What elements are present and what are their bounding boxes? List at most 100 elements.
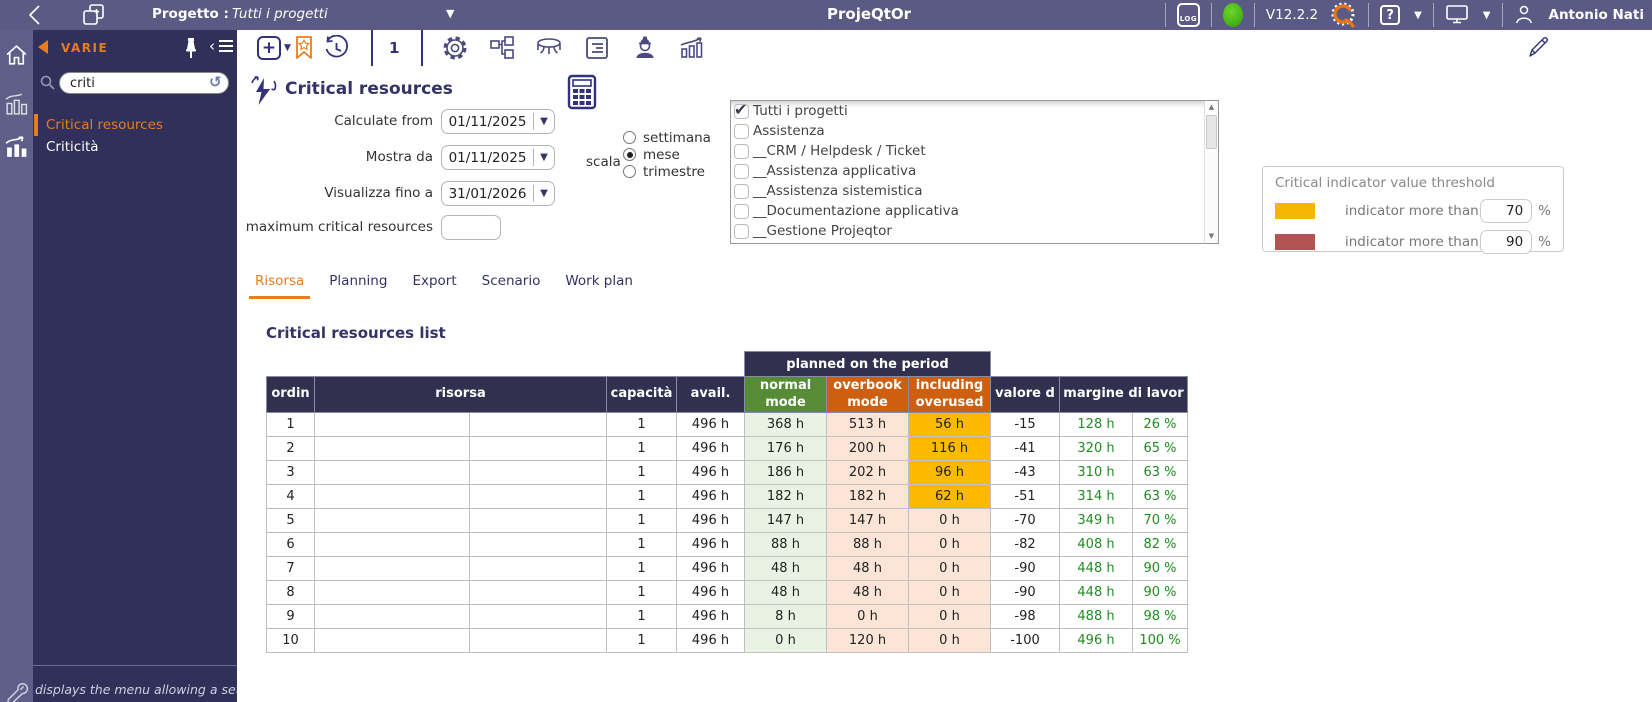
table-row[interactable]: 1 1 496 h 368 h 513 h 56 h -15 128 h 26 % — [266, 412, 1188, 437]
add-button[interactable]: + ▼ — [257, 30, 291, 66]
scrollbar-thumb[interactable] — [1206, 115, 1217, 149]
resource-worker-icon[interactable] — [632, 30, 658, 66]
hierarchy-icon[interactable] — [489, 30, 515, 66]
left-icon-rail — [0, 30, 33, 702]
date-field[interactable]: 01/11/2025 ▼ — [441, 145, 555, 170]
calculator-icon[interactable] — [567, 74, 597, 110]
project-selector-caret-icon[interactable]: ▼ — [446, 7, 455, 20]
display-icon[interactable] — [1445, 4, 1469, 26]
collapse-menu-icon[interactable]: ‹ — [209, 37, 235, 55]
date-dropdown-caret-icon[interactable]: ▼ — [533, 113, 554, 130]
project-item[interactable]: __Documentazione applicativa — [731, 201, 1218, 221]
user-icon[interactable] — [1514, 4, 1534, 26]
cell-risorsa-extra — [469, 412, 607, 437]
max-critical-resources-input[interactable] — [441, 215, 501, 240]
checkbox-icon[interactable] — [734, 203, 749, 219]
display-caret-icon[interactable]: ▼ — [1482, 9, 1491, 21]
checkbox-icon[interactable] — [734, 223, 749, 239]
sidebar-item-critical-resources[interactable]: Critical resources — [33, 114, 237, 136]
col-risorsa[interactable]: risorsa — [314, 376, 607, 413]
col-ordin[interactable]: ordin — [266, 376, 315, 413]
project-item[interactable]: ✔ Tutti i progetti — [731, 101, 1218, 121]
history-icon[interactable] — [323, 30, 350, 66]
tab-planning[interactable]: Planning — [329, 273, 388, 289]
scala-option-trimestre[interactable]: trimestre — [623, 163, 711, 180]
chart-filled-icon[interactable] — [4, 135, 29, 160]
log-button[interactable]: LOG — [1176, 3, 1200, 27]
chart-outline-icon[interactable] — [4, 92, 29, 117]
table-row[interactable]: 3 1 496 h 186 h 202 h 96 h -43 310 h 63 % — [266, 460, 1188, 485]
cell-ordin: 1 — [266, 412, 315, 437]
threshold-value-input[interactable] — [1480, 230, 1533, 254]
reset-search-icon[interactable]: ↺ — [209, 73, 222, 91]
tab-export[interactable]: Export — [412, 273, 457, 289]
checkbox-icon[interactable] — [734, 183, 749, 199]
col-normal-mode[interactable]: normal mode — [744, 376, 827, 413]
tab-risorsa[interactable]: Risorsa — [249, 269, 311, 299]
col-capacita[interactable]: capacità — [606, 376, 677, 413]
col-overbook-mode[interactable]: overbook mode — [826, 376, 909, 413]
threshold-value-input[interactable] — [1480, 199, 1533, 223]
col-margine[interactable]: margine di lavor — [1059, 376, 1188, 413]
add-caret-icon[interactable]: ▼ — [284, 43, 291, 53]
user-name[interactable]: Antonio Nati — [1548, 7, 1645, 23]
table-row[interactable]: 4 1 496 h 182 h 182 h 62 h -51 314 h 63 % — [266, 484, 1188, 509]
project-selector-value[interactable]: Tutti i progetti — [232, 6, 328, 22]
help-button[interactable]: ? — [1380, 5, 1401, 25]
date-dropdown-caret-icon[interactable]: ▼ — [533, 185, 554, 202]
col-including-overused[interactable]: including overused — [908, 376, 991, 413]
col-avail[interactable]: avail. — [676, 376, 745, 413]
statistics-chart-icon[interactable] — [678, 30, 706, 66]
project-item[interactable]: __Gestione Projeqtor — [731, 221, 1218, 241]
radio-icon[interactable] — [623, 148, 636, 161]
project-item[interactable]: __CRM / Helpdesk / Ticket — [731, 141, 1218, 161]
scroll-down-icon[interactable]: ▼ — [1208, 232, 1215, 240]
cell-normal-mode: 176 h — [744, 436, 827, 461]
edit-pencil-icon[interactable] — [1526, 34, 1552, 60]
date-dropdown-caret-icon[interactable]: ▼ — [533, 149, 554, 166]
checkbox-icon[interactable] — [734, 143, 749, 159]
project-item[interactable]: __Assistenza sistemistica — [731, 181, 1218, 201]
tab-work-plan[interactable]: Work plan — [565, 273, 633, 289]
back-icon[interactable] — [26, 4, 44, 26]
bookmark-button[interactable] — [293, 30, 315, 66]
project-item[interactable]: Assistenza — [731, 121, 1218, 141]
date-field[interactable]: 31/01/2026 ▼ — [441, 181, 555, 206]
checkbox-icon[interactable] — [734, 163, 749, 179]
report-document-icon[interactable] — [584, 30, 610, 66]
project-listbox[interactable]: ✔ Tutti i progetti Assistenza __CRM / Helpd… — [730, 100, 1219, 244]
date-value[interactable]: 31/01/2026 — [448, 185, 527, 202]
scroll-up-icon[interactable]: ▲ — [1208, 103, 1215, 111]
table-row[interactable]: 2 1 496 h 176 h 200 h 116 h -41 320 h 65 % — [266, 436, 1188, 461]
round-table-icon[interactable] — [535, 30, 563, 66]
collapse-section-arrow-icon[interactable] — [38, 40, 48, 54]
plus-icon[interactable]: + — [257, 36, 281, 60]
sidebar-item-criticit-[interactable]: Criticità — [46, 139, 99, 155]
settings-gear-icon[interactable] — [442, 30, 468, 66]
menu-search-input[interactable] — [59, 72, 229, 94]
open-new-window-icon[interactable] — [82, 4, 106, 26]
home-icon[interactable] — [4, 43, 29, 68]
checkbox-icon[interactable] — [734, 123, 749, 139]
date-value[interactable]: 01/11/2025 — [448, 113, 527, 130]
pin-icon[interactable] — [181, 36, 201, 60]
listbox-scrollbar[interactable]: ▲ ▼ — [1204, 101, 1218, 243]
col-valore[interactable]: valore d — [990, 376, 1060, 413]
radio-icon[interactable] — [623, 165, 636, 178]
cell-risorsa — [314, 412, 470, 437]
date-value[interactable]: 01/11/2025 — [448, 149, 527, 166]
date-field[interactable]: 01/11/2025 ▼ — [441, 109, 555, 134]
tab-scenario[interactable]: Scenario — [481, 273, 541, 289]
checkbox-checked-icon[interactable]: ✔ — [734, 100, 749, 119]
project-item[interactable]: __Assistenza applicativa — [731, 161, 1218, 181]
radio-icon[interactable] — [623, 131, 636, 144]
help-caret-icon[interactable]: ▼ — [1414, 9, 1422, 21]
scala-option-settimana[interactable]: settimana — [623, 129, 711, 146]
scala-option-mese[interactable]: mese — [623, 146, 711, 163]
